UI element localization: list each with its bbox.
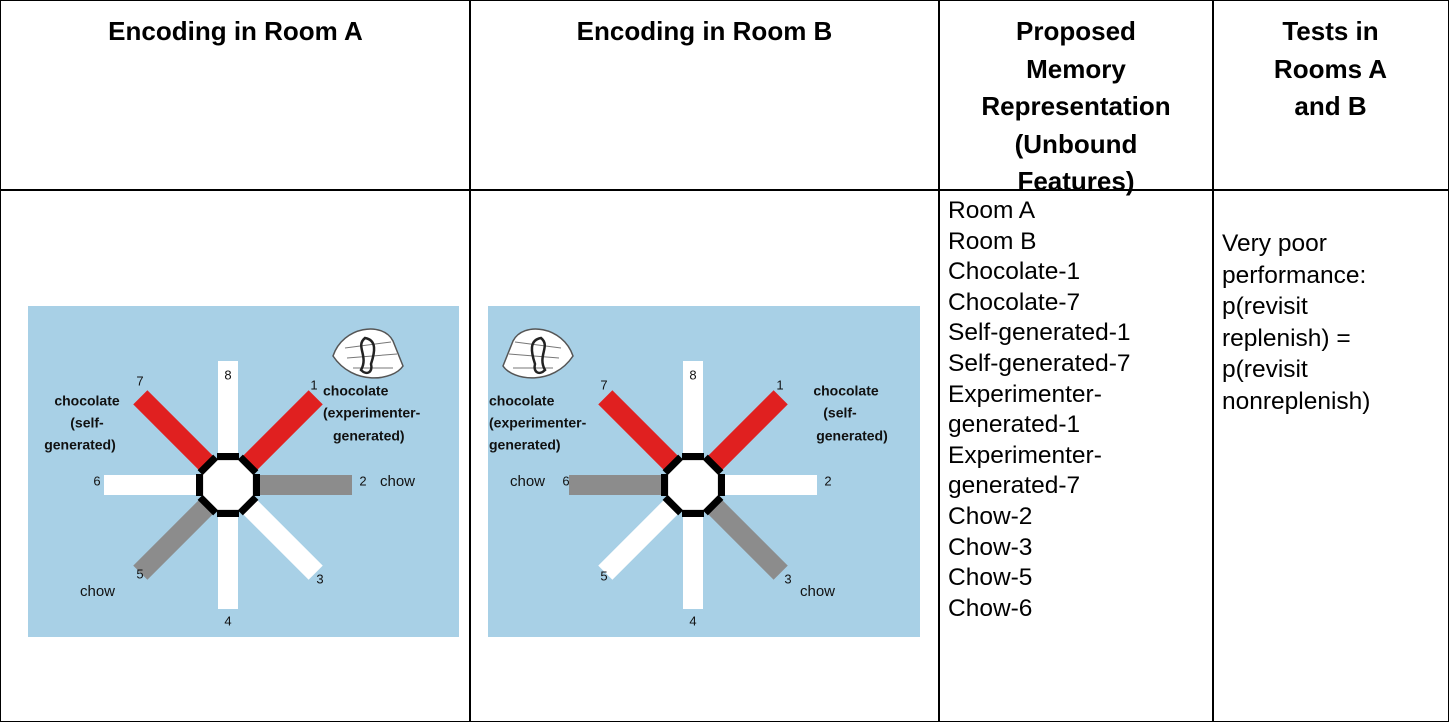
text-line: Rooms A (1273, 53, 1388, 84)
maze-diagram: 8 1 chocolate (experimenter-generated) 7 choc… (28, 306, 459, 637)
maze-label: chocolate (54, 393, 120, 409)
maze-diagram: 8 1 chocolate (self-generated) 7 chocolate (ex… (488, 306, 920, 637)
text-line: Experimenter- (948, 441, 1102, 469)
maze-hub (668, 460, 718, 510)
maze-arm (569, 474, 669, 496)
text-line: Self-generated-7 (948, 349, 1131, 377)
text-line: Representation (981, 91, 1171, 121)
maze-label: (experimenter- (323, 405, 421, 421)
maze-label: 7 (136, 373, 143, 388)
maze-arm (133, 390, 219, 476)
maze-label: chocolate (323, 383, 389, 399)
maze-arm (702, 390, 788, 476)
text-line: Proposed (1016, 16, 1136, 46)
maze-hub (203, 460, 253, 510)
maze-label: 1 (776, 377, 783, 392)
text-line: p(revisit (1222, 356, 1308, 383)
maze-arm (717, 474, 817, 496)
maze-label: chocolate (489, 393, 555, 409)
maze-label: generated) (816, 428, 888, 444)
body-cell: 8 1 chocolate (experimenter-generated) 7 choc… (0, 189, 471, 722)
header-cell: Proposed Memory Representation (Unbound Feat… (938, 0, 1214, 196)
text-line: Chow-6 (948, 594, 1033, 622)
text-line: Self-generated-1 (948, 319, 1131, 347)
maze-label: chow (80, 583, 115, 600)
maze-arm (104, 474, 204, 496)
text-line: Chow-2 (948, 502, 1033, 530)
maze-label: 5 (136, 566, 143, 581)
maze-label: 6 (562, 473, 569, 488)
text-line: Chocolate-1 (948, 258, 1081, 286)
text-line: Encoding in Room B (576, 16, 833, 46)
maze-label: 6 (93, 473, 100, 488)
text-line: Tests in (1282, 16, 1379, 46)
maze-label: (experimenter- (489, 415, 587, 431)
text-line: replenish) = (1222, 324, 1351, 352)
text-line: Experimenter- (948, 380, 1102, 408)
maze-arm (682, 361, 704, 461)
text-line: Chow-5 (948, 564, 1033, 592)
text-line: Room A (948, 197, 1036, 224)
text-line: Memory (1026, 53, 1126, 84)
maze-label: generated) (333, 428, 405, 444)
text-line: p(revisit (1222, 293, 1308, 320)
maze-arm (702, 494, 788, 580)
maze-label: chow (800, 583, 835, 600)
maze-label: chow (510, 473, 545, 490)
maze-arm (598, 390, 684, 476)
text-line: Room B (948, 227, 1037, 255)
text-line: generated-1 (948, 411, 1081, 439)
maze-label: 3 (316, 571, 323, 586)
maze-arm (252, 474, 352, 496)
maze-label: 3 (784, 571, 791, 586)
maze-label: 8 (689, 367, 696, 382)
maze-label: (self- (823, 405, 857, 421)
maze-label: 5 (600, 568, 607, 583)
maze-label: 4 (689, 613, 696, 628)
body-cell: 8 1 chocolate (self-generated) 7 chocolate (ex… (469, 189, 940, 722)
body-cell: Very poor performance: p(revisit replenish)… (1212, 189, 1449, 722)
maze-arm (237, 390, 323, 476)
maze-label: 1 (310, 377, 317, 392)
text-line: (Unbound (1014, 128, 1138, 159)
text-line: Encoding in Room A (108, 16, 363, 46)
header-cell: Encoding in Room B (469, 0, 940, 191)
maze-arm (217, 361, 239, 461)
maze-label: 7 (600, 377, 607, 392)
body-cell: Room A Room B Chocolate-1 Chocolate-7 Self-g… (938, 189, 1214, 722)
hand-icon (332, 328, 404, 379)
maze-arm (217, 509, 239, 609)
text-line: performance: (1222, 261, 1367, 289)
hand-icon (502, 328, 574, 379)
maze-arm (598, 494, 684, 580)
text-line: Features) (1017, 166, 1135, 196)
maze-arm (682, 509, 704, 609)
maze-label: generated) (44, 437, 116, 453)
maze-label: chocolate (813, 383, 879, 399)
maze-label: 2 (824, 473, 831, 488)
maze-label: (self- (70, 415, 104, 431)
maze-label: 2 (359, 473, 366, 488)
maze-arm (133, 494, 219, 580)
maze-label: 8 (224, 367, 231, 382)
maze-label: generated) (489, 437, 561, 453)
text-line: and B (1294, 91, 1367, 121)
text-line: generated-7 (948, 472, 1081, 500)
text-line: Very poor (1222, 230, 1327, 257)
maze-arm (237, 494, 323, 580)
text-line: nonreplenish) (1222, 387, 1371, 415)
header-cell: Tests in Rooms A and B (1212, 0, 1449, 191)
maze-label: 4 (224, 613, 231, 628)
text-line: Chocolate-7 (948, 288, 1081, 316)
maze-label: chow (380, 473, 415, 490)
text-line: Chow-3 (948, 533, 1033, 561)
header-cell: Encoding in Room A (0, 0, 471, 191)
